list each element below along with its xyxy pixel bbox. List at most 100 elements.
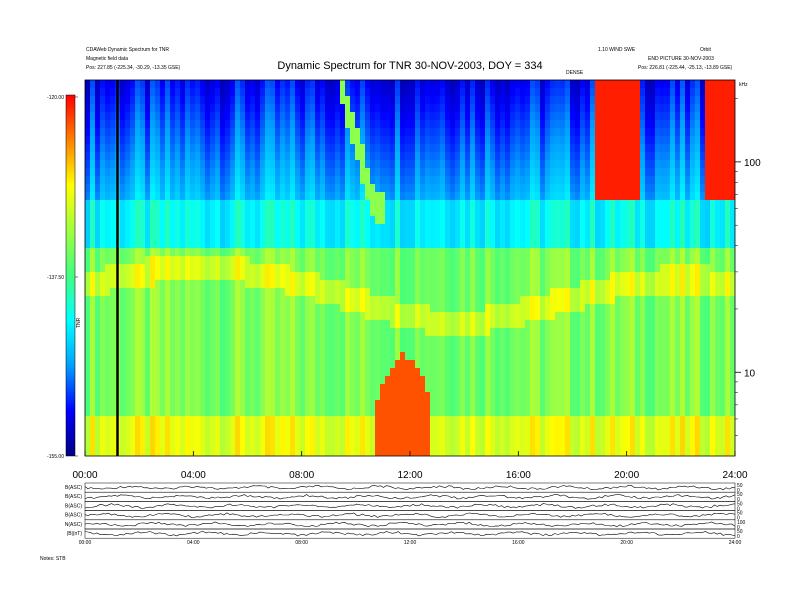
heatmap-cell: [235, 400, 241, 409]
heatmap-cell: [300, 160, 306, 169]
heatmap-cell: [335, 144, 341, 153]
heatmap-cell: [495, 248, 501, 257]
heatmap-cell: [495, 448, 501, 456]
heatmap-cell: [315, 256, 321, 265]
heatmap-cell: [485, 168, 491, 177]
heatmap-cell: [110, 88, 116, 97]
heatmap-cell: [280, 120, 286, 129]
heatmap-cell: [520, 424, 526, 433]
heatmap-cell: [445, 368, 451, 377]
heatmap-cell: [445, 104, 451, 113]
heatmap-cell: [85, 200, 91, 209]
heatmap-cell: [515, 416, 521, 425]
heatmap-cell: [220, 136, 226, 145]
heatmap-cell: [520, 200, 526, 209]
heatmap-cell: [470, 424, 476, 433]
heatmap-cell: [330, 112, 336, 121]
heatmap-cell: [515, 408, 521, 417]
heatmap-cell: [155, 208, 161, 217]
heatmap-cell: [590, 128, 596, 137]
heatmap-cell: [240, 264, 246, 273]
heatmap-cell: [405, 440, 411, 449]
heatmap-cell: [505, 328, 511, 337]
heatmap-cell: [250, 264, 256, 273]
heatmap-cell: [610, 256, 616, 265]
heatmap-cell: [250, 296, 256, 305]
heatmap-cell: [340, 392, 346, 401]
heatmap-cell: [570, 128, 576, 137]
heatmap-cell: [510, 272, 516, 281]
heatmap-cell: [455, 416, 461, 425]
heatmap-cell: [345, 312, 351, 321]
heatmap-cell: [505, 160, 511, 169]
heatmap-cell: [130, 352, 136, 361]
heatmap-cell: [85, 288, 91, 297]
heatmap-cell: [190, 176, 196, 185]
heatmap-cell: [85, 296, 91, 305]
heatmap-cell: [225, 360, 231, 369]
heatmap-cell: [390, 144, 396, 153]
heatmap-cell: [595, 192, 601, 201]
heatmap-cell: [495, 264, 501, 273]
heatmap-cell: [285, 368, 291, 377]
heatmap-cell: [340, 128, 346, 137]
heatmap-cell: [275, 336, 281, 345]
colorbar-tick-label: -120.00: [47, 95, 64, 101]
heatmap-cell: [395, 200, 401, 209]
heatmap-cell: [205, 200, 211, 209]
heatmap-cell: [405, 160, 411, 169]
heatmap-cell: [465, 360, 471, 369]
heatmap-cell: [565, 88, 571, 97]
heatmap-cell: [550, 272, 556, 281]
heatmap-cell: [270, 408, 276, 417]
heatmap-cell: [535, 168, 541, 177]
heatmap-cell: [505, 368, 511, 377]
heatmap-cell: [110, 80, 116, 89]
heatmap-cell: [485, 200, 491, 209]
heatmap-cell: [125, 176, 131, 185]
heatmap-cell: [215, 192, 221, 201]
heatmap-cell: [130, 400, 136, 409]
heatmap-cell: [260, 440, 266, 449]
heatmap-cell: [365, 376, 371, 385]
heatmap-cell: [375, 408, 381, 417]
heatmap-cell: [330, 328, 336, 337]
heatmap-cell: [265, 272, 271, 281]
heatmap-cell: [405, 272, 411, 281]
heatmap-cell: [550, 240, 556, 249]
heatmap-cell: [380, 336, 386, 345]
heatmap-cell: [535, 424, 541, 433]
heatmap-cell: [305, 296, 311, 305]
heatmap-cell: [90, 96, 96, 105]
heatmap-cell: [300, 288, 306, 297]
heatmap-cell: [580, 360, 586, 369]
heatmap-cell: [415, 440, 421, 449]
heatmap-cell: [360, 232, 366, 241]
heatmap-cell: [395, 320, 401, 329]
heatmap-cell: [520, 400, 526, 409]
heatmap-cell: [205, 120, 211, 129]
heatmap-cell: [480, 368, 486, 377]
heatmap-cell: [545, 328, 551, 337]
heatmap-cell: [575, 408, 581, 417]
heatmap-cell: [295, 344, 301, 353]
heatmap-cell: [235, 184, 241, 193]
heatmap-cell: [470, 264, 476, 273]
heatmap-cell: [340, 256, 346, 265]
heatmap-cell: [330, 192, 336, 201]
heatmap-cell: [395, 192, 401, 201]
heatmap-cell: [555, 432, 561, 441]
heatmap-cell: [185, 232, 191, 241]
heatmap-cell: [255, 352, 261, 361]
heatmap-cell: [230, 392, 236, 401]
heatmap-cell: [575, 112, 581, 121]
heatmap-cell: [235, 376, 241, 385]
heatmap-cell: [455, 448, 461, 456]
heatmap-cell: [335, 160, 341, 169]
heatmap-cell: [610, 328, 616, 337]
heatmap-cell: [180, 432, 186, 441]
heatmap-cell: [265, 112, 271, 121]
heatmap-cell: [335, 152, 341, 161]
heatmap-cell: [290, 256, 296, 265]
heatmap-cell: [520, 264, 526, 273]
